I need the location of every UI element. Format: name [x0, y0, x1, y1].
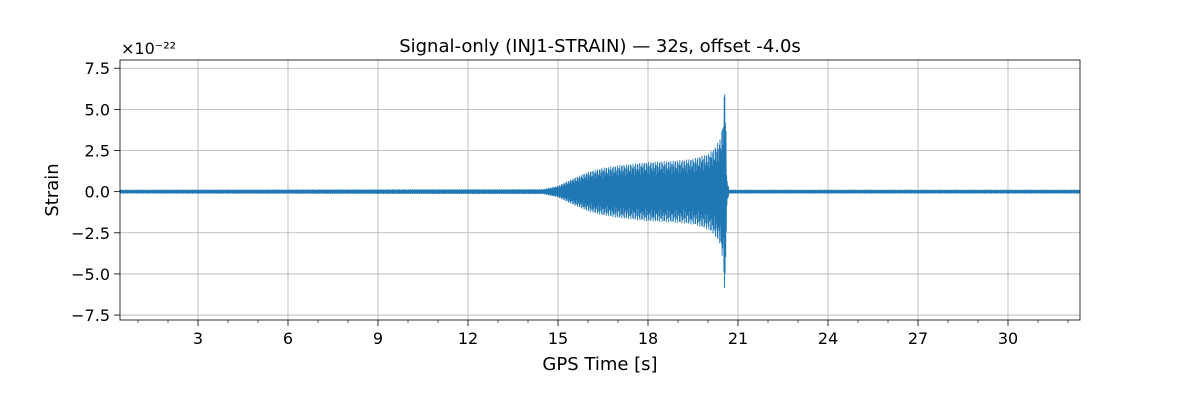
x-tick-label: 21 — [728, 329, 748, 348]
y-tick-label: −7.5 — [71, 306, 110, 325]
y-tick-label: −5.0 — [71, 265, 110, 284]
x-tick-label: 30 — [998, 329, 1018, 348]
x-tick-label: 3 — [193, 329, 203, 348]
y-tick-label: 0.0 — [85, 183, 110, 202]
y-tick-label: 2.5 — [85, 142, 110, 161]
chart-title: Signal-only (INJ1-STRAIN) — 32s, offset … — [399, 36, 801, 57]
y-offset-label: ×10⁻²² — [121, 39, 176, 58]
y-tick-label: 7.5 — [85, 59, 110, 78]
x-tick-label: 24 — [818, 329, 838, 348]
plot-frame — [119, 59, 1081, 321]
x-axis: 3 6 9 12 15 18 21 24 27 30 — [137, 320, 1069, 348]
y-tick-label: −2.5 — [71, 224, 110, 243]
x-tick-label: 6 — [283, 329, 293, 348]
x-tick-label: 27 — [908, 329, 928, 348]
x-tick-label: 15 — [548, 329, 568, 348]
x-axis-label: GPS Time [s] — [542, 354, 657, 375]
x-tick-label: 18 — [638, 329, 658, 348]
y-tick-label: 5.0 — [85, 100, 110, 119]
y-axis-label: Strain — [42, 163, 63, 216]
x-tick-label: 9 — [373, 329, 383, 348]
y-axis: −7.5 −5.0 −2.5 0.0 2.5 5.0 7.5 — [71, 59, 120, 325]
x-tick-label: 12 — [458, 329, 478, 348]
strain-series-line — [119, 94, 1081, 288]
series-group — [119, 94, 1081, 288]
